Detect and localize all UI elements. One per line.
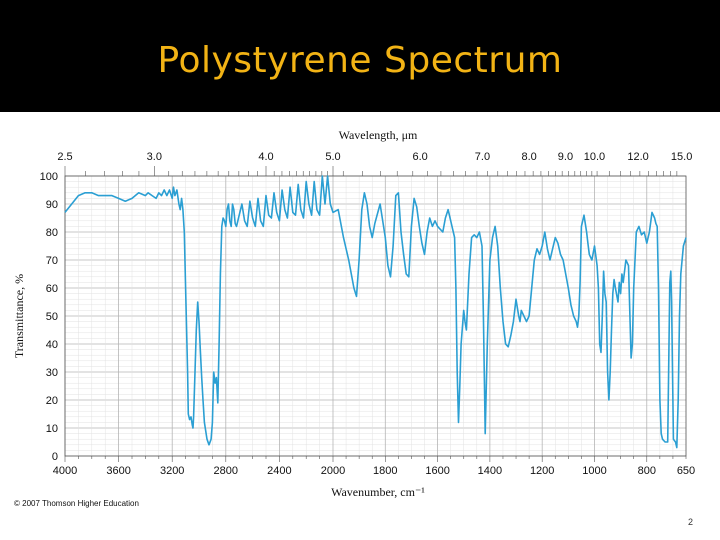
y-tick-label: 90 bbox=[46, 199, 58, 211]
x-tick-label: 2800 bbox=[214, 465, 238, 477]
x-tick-label: 650 bbox=[677, 465, 695, 477]
top-tick-label: 2.5 bbox=[57, 151, 72, 163]
top-tick-label: 5.0 bbox=[325, 151, 340, 163]
y-tick-label: 60 bbox=[46, 283, 58, 295]
y-tick-label: 70 bbox=[46, 255, 58, 267]
top-axis-title: Wavelength, μm bbox=[339, 128, 418, 142]
x-tick-label: 1800 bbox=[373, 465, 397, 477]
x-tick-label: 1000 bbox=[582, 465, 606, 477]
x-axis-title: Wavenumber, cm⁻¹ bbox=[331, 485, 425, 499]
y-tick-label: 0 bbox=[52, 451, 58, 463]
bottom-axis-ticks bbox=[64, 456, 687, 462]
top-tick-label: 7.0 bbox=[475, 151, 490, 163]
top-tick-label: 6.0 bbox=[413, 151, 428, 163]
x-tick-label: 3600 bbox=[106, 465, 130, 477]
top-tick-label: 15.0 bbox=[671, 151, 692, 163]
grid bbox=[64, 175, 687, 457]
title-banner bbox=[0, 0, 720, 112]
y-tick-label: 20 bbox=[46, 395, 58, 407]
x-tick-label: 2000 bbox=[321, 465, 345, 477]
plot-frame bbox=[64, 175, 687, 457]
y-tick-label: 10 bbox=[46, 423, 58, 435]
top-tick-label: 10.0 bbox=[584, 151, 605, 163]
page-number: 2 bbox=[688, 517, 694, 527]
top-tick-label: 3.0 bbox=[147, 151, 162, 163]
y-tick-label: 50 bbox=[46, 311, 58, 323]
top-tick-label: 9.0 bbox=[558, 151, 573, 163]
x-tick-label: 800 bbox=[638, 465, 656, 477]
transmittance-line bbox=[64, 175, 687, 449]
y-tick-label: 30 bbox=[46, 367, 58, 379]
x-tick-label: 1400 bbox=[478, 465, 502, 477]
y-tick-label: 100 bbox=[40, 171, 58, 183]
top-tick-label: 12.0 bbox=[627, 151, 648, 163]
y-tick-label: 80 bbox=[46, 227, 58, 239]
x-tick-label: 1200 bbox=[530, 465, 554, 477]
y-axis-title: Transmittance, % bbox=[12, 274, 26, 358]
y-tick-label: 40 bbox=[46, 339, 58, 351]
top-axis-ticks bbox=[64, 166, 678, 176]
copyright-text: © 2007 Thomson Higher Education bbox=[14, 499, 139, 508]
top-tick-label: 4.0 bbox=[258, 151, 273, 163]
axis-labels: 0 10 20 30 40 50 60 70 80 90 100 4000 3600 3200 2800 24… bbox=[12, 128, 695, 499]
x-tick-label: 4000 bbox=[53, 465, 77, 477]
slide-title: Polystyrene Spectrum bbox=[157, 40, 563, 81]
ir-spectrum-chart: 0 10 20 30 40 50 60 70 80 90 100 4000 3600 3200 2800 24… bbox=[12, 128, 695, 499]
x-tick-label: 2400 bbox=[267, 465, 291, 477]
top-tick-label: 8.0 bbox=[521, 151, 536, 163]
x-tick-label: 3200 bbox=[160, 465, 184, 477]
x-tick-label: 1600 bbox=[425, 465, 449, 477]
